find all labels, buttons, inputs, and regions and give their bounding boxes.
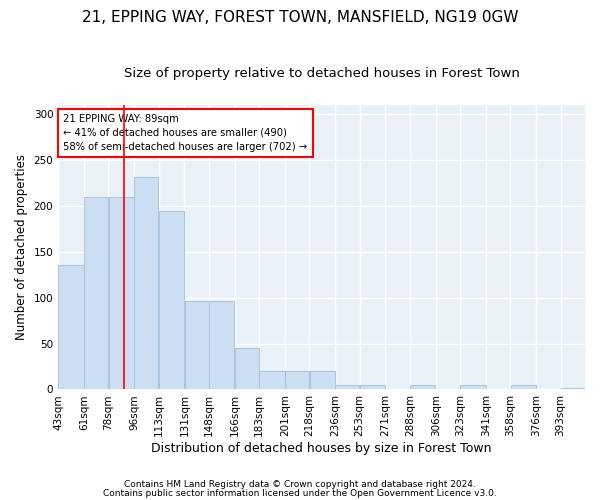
Text: Contains public sector information licensed under the Open Government Licence v3: Contains public sector information licen… — [103, 489, 497, 498]
Bar — [84, 197, 108, 390]
Text: 21 EPPING WAY: 89sqm
← 41% of detached houses are smaller (490)
58% of semi-deta: 21 EPPING WAY: 89sqm ← 41% of detached h… — [64, 114, 308, 152]
Bar — [134, 177, 158, 390]
Text: Contains HM Land Registry data © Crown copyright and database right 2024.: Contains HM Land Registry data © Crown c… — [124, 480, 476, 489]
Title: Size of property relative to detached houses in Forest Town: Size of property relative to detached ho… — [124, 68, 520, 80]
Bar — [235, 348, 259, 390]
Bar — [335, 385, 359, 390]
Bar — [460, 385, 485, 390]
Text: 21, EPPING WAY, FOREST TOWN, MANSFIELD, NG19 0GW: 21, EPPING WAY, FOREST TOWN, MANSFIELD, … — [82, 10, 518, 25]
Bar — [58, 265, 84, 390]
Bar — [310, 371, 335, 390]
Bar — [109, 197, 134, 390]
Bar — [185, 302, 209, 390]
X-axis label: Distribution of detached houses by size in Forest Town: Distribution of detached houses by size … — [151, 442, 492, 455]
Bar — [285, 371, 309, 390]
Bar — [259, 371, 285, 390]
Bar — [561, 388, 585, 390]
Bar — [159, 210, 184, 390]
Bar — [209, 302, 235, 390]
Y-axis label: Number of detached properties: Number of detached properties — [15, 154, 28, 340]
Bar — [410, 385, 436, 390]
Bar — [360, 385, 385, 390]
Bar — [511, 385, 536, 390]
